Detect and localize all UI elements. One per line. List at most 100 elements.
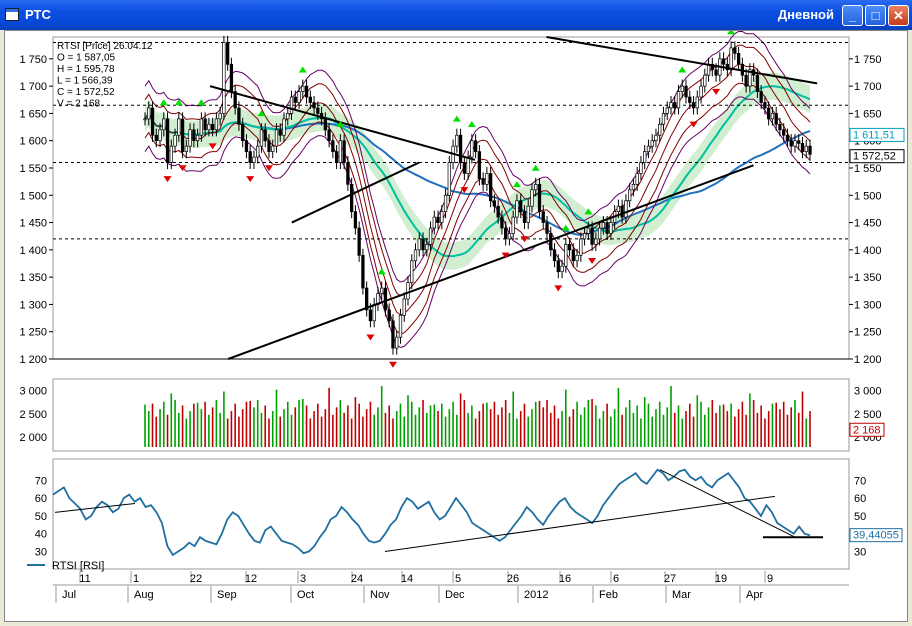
price-axis-right: 1 200 1 250 1 300 1 350 1 400 1 450 1 500 1 550… — [849, 54, 905, 366]
day-label: 16 — [559, 573, 571, 585]
day-label: 6 — [613, 573, 619, 585]
candle-body — [597, 227, 602, 240]
candle-body — [316, 107, 320, 114]
candle-body — [473, 140, 478, 152]
volume-last-label: 2 168 — [853, 424, 881, 436]
minimize-icon: _ — [848, 8, 857, 23]
rsi-tick-left: 60 — [35, 493, 47, 505]
buy-signal-marker — [159, 99, 168, 106]
candle-body — [658, 123, 662, 136]
candle-body — [233, 91, 237, 109]
window-title: РТС — [25, 7, 51, 22]
candle-body — [199, 118, 204, 136]
candle-body — [620, 205, 624, 218]
minimize-button[interactable]: _ — [842, 5, 863, 26]
candle-body — [308, 96, 312, 103]
candle-body — [169, 145, 173, 163]
candle-body — [676, 91, 681, 109]
candle-body — [436, 216, 440, 223]
month-label: Apr — [746, 589, 763, 601]
candle-body — [248, 151, 252, 163]
candle-body — [406, 282, 410, 300]
candle-body — [492, 200, 497, 207]
month-label: Jul — [62, 589, 76, 601]
candle-body — [549, 233, 553, 251]
volume-tick-right: 3 000 — [854, 386, 882, 398]
candle-body — [466, 156, 470, 174]
month-label: 2012 — [524, 589, 548, 601]
trendline — [546, 36, 818, 85]
candle-body — [173, 134, 177, 147]
candle-body — [782, 129, 786, 136]
buy-signal-marker — [561, 224, 570, 231]
buy-signal-marker — [377, 268, 386, 275]
candle-body — [793, 140, 797, 147]
candle-body — [778, 123, 782, 131]
candle-body — [552, 249, 557, 262]
candle-body — [259, 129, 264, 147]
candle-body — [703, 74, 707, 87]
y-tick-label-left: 1 450 — [19, 218, 47, 230]
close-button[interactable]: ✕ — [888, 5, 909, 26]
candle-body — [286, 113, 290, 120]
candle-body — [748, 69, 752, 87]
candle-body — [684, 85, 688, 98]
candle-body — [763, 102, 767, 109]
candle-body — [537, 184, 542, 212]
trendlines[interactable] — [209, 36, 818, 360]
candle-body — [699, 85, 703, 98]
sell-signal-marker — [366, 334, 375, 341]
candle-body — [628, 189, 632, 202]
sell-signal-marker — [388, 361, 397, 368]
candle-body — [432, 216, 436, 229]
rsi-tick-right: 70 — [854, 475, 866, 487]
candle-body — [349, 184, 354, 212]
title-bar[interactable]: РТС Дневной _ □ ✕ — [0, 0, 912, 30]
candle-body — [654, 134, 658, 142]
maximize-icon: □ — [871, 8, 880, 23]
candle-body — [282, 118, 286, 136]
info-box-line: RTSI [Price] 26.04.12 — [57, 41, 153, 52]
candle-body — [545, 222, 549, 234]
rsi-tick-left: 70 — [35, 475, 47, 487]
rsi-panel[interactable] — [52, 458, 850, 570]
candle-body — [631, 184, 636, 191]
candle-body — [530, 189, 534, 207]
candle-body — [733, 47, 737, 54]
rsi-trendline — [384, 495, 776, 552]
buy-signal-marker — [467, 121, 476, 128]
candle-body — [297, 91, 301, 103]
candle-body — [327, 129, 331, 142]
candle-body — [800, 143, 805, 152]
candle-body — [413, 249, 418, 262]
y-tick-label-left: 1 750 — [19, 54, 47, 66]
signal-markers — [159, 31, 736, 368]
day-label: 19 — [715, 573, 727, 585]
buy-signal-marker — [336, 121, 345, 128]
chart-area[interactable]: 1 200 1 250 1 300 1 350 1 400 1 450 1 500 1 550… — [4, 30, 908, 622]
info-box-line: O = 1 587,05 — [57, 53, 116, 64]
volume-panel[interactable] — [52, 378, 850, 452]
candle-body — [357, 227, 361, 256]
top-margin — [5, 31, 907, 34]
month-label: Sep — [217, 589, 237, 601]
candle-body — [586, 227, 590, 234]
candle-body — [635, 173, 639, 185]
candle-body — [714, 69, 718, 76]
buy-signal-marker — [531, 164, 540, 171]
candle-body — [477, 151, 482, 180]
rsi-tick-right: 30 — [854, 546, 866, 558]
y-tick-label-left: 1 500 — [19, 190, 47, 202]
y-tick-label-right: 1 650 — [854, 108, 882, 120]
trendline — [227, 164, 754, 360]
candle-body — [256, 145, 260, 158]
y-tick-label-right: 1 500 — [854, 190, 882, 202]
candle-body — [582, 233, 587, 240]
maximize-button[interactable]: □ — [865, 5, 886, 26]
candle-body — [507, 233, 512, 240]
candle-body — [571, 249, 575, 262]
month-label: Oct — [297, 589, 314, 601]
candle-body — [410, 260, 414, 283]
